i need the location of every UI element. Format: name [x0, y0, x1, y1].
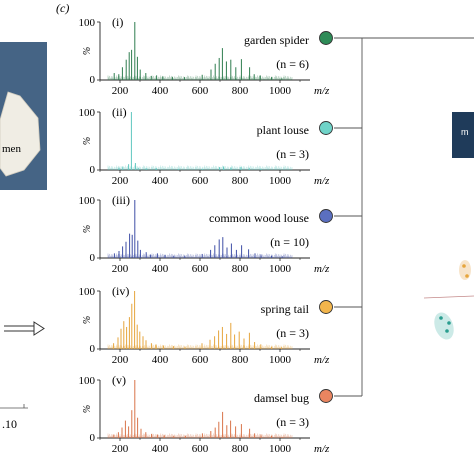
panel-roman-label: (iv) — [112, 284, 129, 298]
y-tick-label: 100 — [79, 286, 96, 298]
y-tick-label: 100 — [79, 195, 96, 207]
y-axis-label: % — [82, 405, 93, 413]
species-label: garden spider — [244, 33, 309, 47]
x-axis-label: m/z — [314, 354, 330, 366]
x-tick-label: 200 — [112, 175, 129, 187]
photo-label: men — [2, 143, 21, 155]
x-tick-label: 600 — [192, 175, 209, 187]
baseline-noise — [107, 433, 293, 438]
pca-fragment — [423, 260, 474, 340]
x-tick-label: 1000 — [269, 443, 292, 455]
x-axis-label: m/z — [314, 443, 330, 455]
panel-roman-label: (i) — [112, 15, 123, 29]
x-axis-label: m/z — [314, 263, 330, 275]
sample-count-label: (n = 3) — [276, 147, 309, 161]
x-tick-label: 400 — [152, 354, 169, 366]
y-axis-label: % — [82, 316, 93, 324]
x-tick-label: 600 — [192, 263, 209, 275]
species-marker — [319, 300, 333, 314]
panel-label: (c) — [56, 1, 69, 15]
species-label: spring tail — [261, 302, 310, 316]
x-axis-label: m/z — [314, 85, 330, 97]
flow-arrow — [4, 321, 45, 336]
x-tick-label: 800 — [232, 354, 249, 366]
x-tick-label: 1000 — [269, 175, 292, 187]
x-axis-label: m/z — [314, 175, 330, 187]
x-tick-label: 600 — [192, 443, 209, 455]
panel-roman-label: (iii) — [112, 193, 130, 207]
x-tick-label: 800 — [232, 175, 249, 187]
spectrum-panel: 1000%200 400 600 800 1000 m/z(i)garden spider… — [79, 15, 333, 97]
panel-roman-label: (v) — [112, 373, 126, 387]
x-tick-label: 600 — [192, 354, 209, 366]
y-axis-label: % — [82, 47, 93, 55]
x-tick-label: 200 — [112, 263, 129, 275]
species-label: plant louse — [257, 123, 309, 137]
panel-roman-label: (ii) — [112, 105, 127, 119]
y-axis-label: % — [82, 137, 93, 145]
x-tick-label: 400 — [152, 85, 169, 97]
sample-count-label: (n = 6) — [276, 57, 309, 71]
spectrum-panel: 1000%200 400 600 800 1000 m/z(iv)spring tail(… — [79, 284, 333, 366]
species-marker — [319, 389, 333, 403]
sample-count-label: (n = 3) — [276, 326, 309, 340]
x-tick-label: 400 — [152, 443, 169, 455]
x-tick-label: 200 — [112, 443, 129, 455]
y-tick-label: 0 — [90, 252, 96, 264]
species-label: damsel bug — [254, 391, 309, 405]
baseline-noise — [107, 75, 293, 80]
baseline-noise — [107, 253, 293, 258]
x-tick-label: 800 — [232, 443, 249, 455]
left-axis-tick: .10 — [2, 417, 17, 431]
x-tick-label: 1000 — [269, 85, 292, 97]
y-tick-label: 0 — [90, 343, 96, 355]
x-tick-label: 1000 — [269, 354, 292, 366]
x-tick-label: 1000 — [269, 263, 292, 275]
y-tick-label: 100 — [79, 375, 96, 387]
specimen-paper — [0, 92, 40, 176]
dendrogram — [334, 37, 474, 397]
y-tick-label: 0 — [90, 164, 96, 176]
x-tick-label: 400 — [152, 263, 169, 275]
left-axis-fragment — [0, 404, 28, 409]
specimen-photo — [0, 42, 47, 190]
y-axis-label: % — [82, 225, 93, 233]
x-tick-label: 400 — [152, 175, 169, 187]
spectrum-panel: 1000%200 400 600 800 1000 m/z(iii)common wood… — [79, 193, 333, 275]
x-tick-label: 600 — [192, 85, 209, 97]
species-marker — [319, 31, 333, 45]
y-tick-label: 100 — [79, 107, 96, 119]
right-box — [452, 112, 474, 158]
right-box-label: m — [461, 127, 469, 137]
y-tick-label: 100 — [79, 17, 96, 29]
species-marker — [319, 121, 333, 135]
y-tick-label: 0 — [90, 432, 96, 444]
baseline-noise — [107, 344, 293, 349]
x-tick-label: 200 — [112, 354, 129, 366]
spectrum-panel: 1000%200 400 600 800 1000 m/z(ii)plant louse(… — [79, 105, 333, 187]
sample-count-label: (n = 10) — [270, 235, 309, 249]
x-tick-label: 200 — [112, 85, 129, 97]
x-tick-label: 800 — [232, 263, 249, 275]
species-label: common wood louse — [209, 211, 309, 225]
species-marker — [319, 209, 333, 223]
spectrum-panel: 1000%200 400 600 800 1000 m/z(v)damsel bug(n … — [79, 373, 333, 455]
x-tick-label: 800 — [232, 85, 249, 97]
y-tick-label: 0 — [90, 74, 96, 86]
sample-count-label: (n = 3) — [276, 415, 309, 429]
